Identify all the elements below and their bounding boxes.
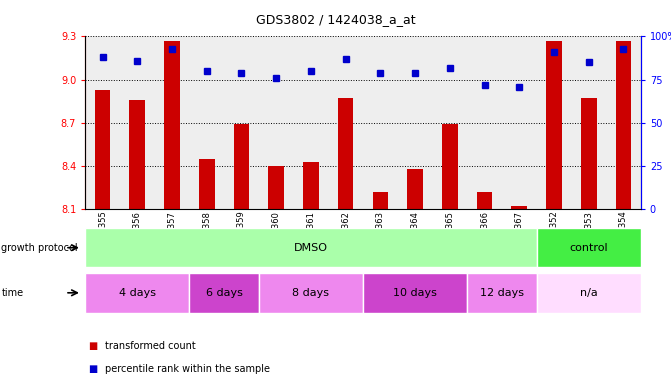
Bar (476, 192, 493, 209)
Bar (234, 124, 250, 209)
Text: DMSO: DMSO (294, 243, 328, 253)
Bar (442, 124, 458, 209)
Bar (511, 207, 527, 209)
Text: n/a: n/a (580, 288, 598, 298)
Text: 12 days: 12 days (480, 288, 524, 298)
Bar (259, 273, 363, 313)
Bar (85, 273, 189, 313)
Text: 8 days: 8 days (293, 288, 329, 298)
Bar (407, 169, 423, 209)
Bar (615, 41, 631, 209)
Bar (164, 41, 180, 209)
Bar (537, 273, 641, 313)
Bar (537, 228, 641, 267)
Bar (85, 228, 537, 267)
Text: percentile rank within the sample: percentile rank within the sample (105, 364, 270, 374)
Text: transformed count: transformed count (105, 341, 196, 351)
Text: ■: ■ (89, 364, 98, 374)
Bar (95, 90, 111, 209)
Bar (581, 98, 597, 209)
Bar (546, 41, 562, 209)
Bar (363, 273, 467, 313)
Bar (189, 273, 259, 313)
Text: growth protocol: growth protocol (1, 243, 78, 253)
Text: 4 days: 4 days (119, 288, 156, 298)
Text: control: control (570, 243, 608, 253)
Text: 6 days: 6 days (206, 288, 242, 298)
Bar (338, 98, 354, 209)
Text: ■: ■ (89, 341, 98, 351)
Bar (268, 166, 284, 209)
Text: time: time (1, 288, 23, 298)
Bar (467, 273, 537, 313)
Bar (199, 159, 215, 209)
Text: GDS3802 / 1424038_a_at: GDS3802 / 1424038_a_at (256, 13, 415, 26)
Text: 10 days: 10 days (393, 288, 437, 298)
Bar (303, 162, 319, 209)
Bar (130, 100, 145, 209)
Bar (372, 192, 389, 209)
